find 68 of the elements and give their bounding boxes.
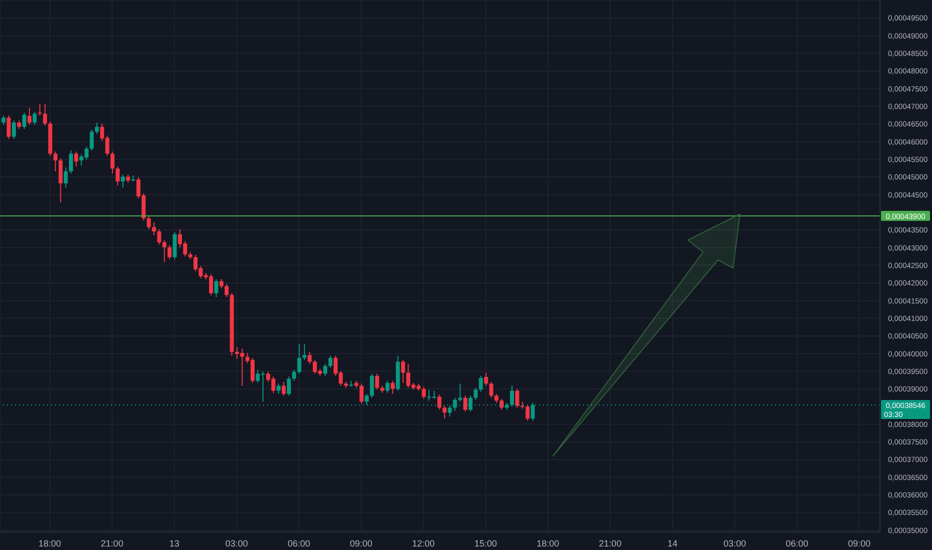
candlestick xyxy=(110,151,114,174)
candlestick xyxy=(422,386,426,400)
x-tick-label: 13 xyxy=(169,538,180,548)
candlestick xyxy=(68,150,73,174)
candlestick xyxy=(64,166,68,188)
candlestick xyxy=(90,129,94,151)
candlestick xyxy=(328,355,332,368)
candlestick xyxy=(43,103,48,126)
candlestick xyxy=(370,373,374,398)
candlestick xyxy=(478,375,483,392)
candlestick xyxy=(74,151,78,167)
candlestick xyxy=(162,240,166,263)
candlestick xyxy=(6,115,11,140)
candlestick xyxy=(463,395,468,412)
candlestick xyxy=(302,344,306,360)
candlestick xyxy=(38,103,42,116)
candlestick xyxy=(214,278,218,298)
candlestick xyxy=(32,111,37,126)
candlestick xyxy=(219,278,224,289)
candlestick xyxy=(308,351,312,364)
candlestick xyxy=(27,107,32,126)
candlestick xyxy=(292,369,296,382)
x-tick-label: 09:00 xyxy=(350,538,372,548)
x-tick-label: 06:00 xyxy=(288,538,310,548)
candlestick xyxy=(53,151,58,172)
x-tick-label: 21:00 xyxy=(100,538,124,548)
candlestick xyxy=(157,228,162,245)
candlestick xyxy=(500,398,504,410)
candlestick xyxy=(152,222,156,236)
candlestick xyxy=(282,381,286,396)
candlestick xyxy=(58,158,63,203)
candlestick xyxy=(401,359,406,384)
candlestick xyxy=(120,174,125,188)
candlestick xyxy=(474,387,478,400)
candlestick xyxy=(168,244,172,260)
x-tick-label: 12:00 xyxy=(412,538,435,548)
candlestick xyxy=(224,284,229,298)
x-tick-label: 03:00 xyxy=(723,538,746,548)
candlestick xyxy=(22,112,26,130)
x-tick-label: 18:00 xyxy=(536,538,560,548)
x-tick-label: 15:00 xyxy=(474,538,497,548)
x-tick-label: 09:00 xyxy=(848,538,871,548)
candlestick xyxy=(2,115,6,126)
candlestick xyxy=(448,405,452,417)
candlestick xyxy=(385,380,390,394)
candlestick xyxy=(172,232,177,260)
candlestick xyxy=(297,344,302,374)
candlestick xyxy=(437,394,442,410)
candlestick xyxy=(442,405,447,420)
candlestick xyxy=(489,381,494,398)
candlestick xyxy=(276,383,281,394)
candlestick xyxy=(390,380,395,394)
x-tick-label: 06:00 xyxy=(786,538,808,548)
x-tick-label: 18:00 xyxy=(38,538,62,548)
candlestick xyxy=(146,216,151,230)
x-tick-label: 21:00 xyxy=(598,538,622,548)
candlestick xyxy=(484,372,488,386)
candlestick xyxy=(375,373,380,390)
candlestick xyxy=(94,122,99,134)
candlestick xyxy=(286,376,291,396)
candlestick xyxy=(323,363,328,376)
x-tick-label: 14 xyxy=(667,538,678,548)
candlestick xyxy=(458,383,462,402)
candlestick xyxy=(515,388,520,408)
x-tick-label: 03:00 xyxy=(225,538,248,548)
candlestick xyxy=(12,120,16,140)
candlestick xyxy=(360,383,364,404)
candlestick xyxy=(116,166,120,186)
